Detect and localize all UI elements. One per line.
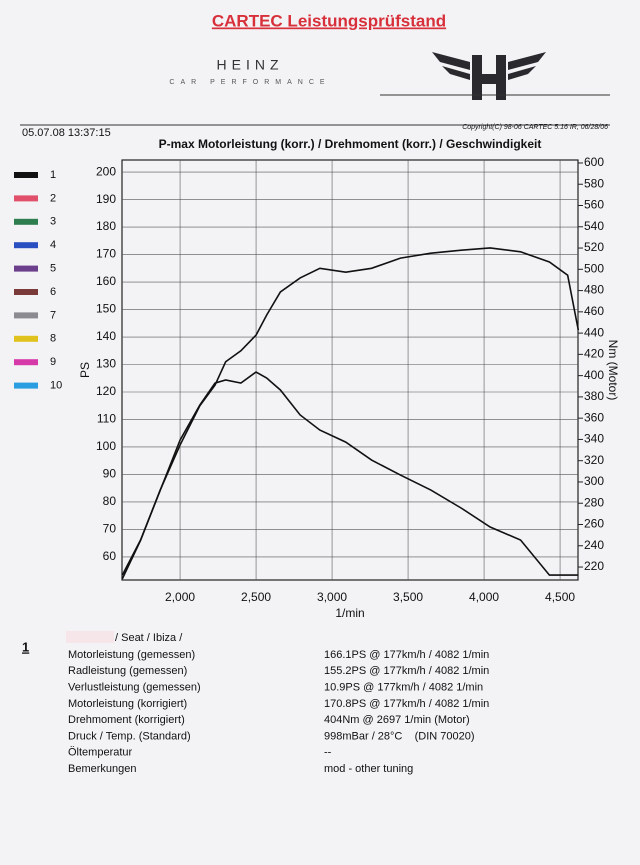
result-value: 10.9PS @ 177km/h / 4082 1/min <box>324 682 483 694</box>
y-tick-label: 100 <box>96 439 116 453</box>
y2-tick-label: 400 <box>584 368 604 382</box>
x-axis-label: 1/min <box>335 606 364 620</box>
y2-tick-label: 440 <box>584 325 604 339</box>
y-tick-label: 120 <box>96 384 116 398</box>
legend-swatch <box>14 382 38 389</box>
y2-tick-label: 240 <box>584 538 604 552</box>
result-label: Drehmoment (korrigiert) <box>68 714 185 726</box>
legend-swatch <box>14 195 38 202</box>
y2-axis-label: Nm (Motor) <box>606 340 620 401</box>
y2-tick-label: 280 <box>584 495 604 509</box>
y-tick-label: 110 <box>97 412 116 426</box>
legend-swatch <box>14 218 38 225</box>
y2-tick-label: 520 <box>584 240 604 254</box>
copyright: Copyright(C) 98-06 CARTEC 5.16 IR, 06/28… <box>462 124 608 131</box>
y2-tick-label: 340 <box>584 432 604 446</box>
legend-label: 1 <box>50 169 56 181</box>
y2-tick-label: 580 <box>584 176 604 190</box>
y-tick-label: 170 <box>96 247 116 261</box>
brand: HEINZ <box>217 57 284 73</box>
y2-tick-label: 560 <box>584 198 604 212</box>
y-tick-label: 80 <box>103 494 117 508</box>
x-tick-label: 3,000 <box>317 590 347 604</box>
result-label: Motorleistung (gemessen) <box>68 649 195 661</box>
legend-label: 8 <box>50 333 56 345</box>
y2-tick-label: 420 <box>584 347 604 361</box>
y-tick-label: 140 <box>96 329 116 343</box>
y-tick-label: 60 <box>103 549 117 563</box>
y-tick-label: 70 <box>103 522 117 536</box>
y-tick-label: 180 <box>96 219 116 233</box>
legend-label: 5 <box>50 263 56 275</box>
legend-label: 9 <box>50 356 56 368</box>
data-line <box>121 247 580 580</box>
legend-label: 3 <box>50 216 56 228</box>
x-tick-label: 2,000 <box>165 590 195 604</box>
y-tick-label: 200 <box>96 164 116 178</box>
y2-tick-label: 260 <box>584 517 604 531</box>
result-label: Verlustleistung (gemessen) <box>68 682 201 694</box>
legend-label: 7 <box>50 309 56 321</box>
y-tick-label: 90 <box>103 467 117 481</box>
legend-swatch <box>14 265 38 272</box>
brand-sub: CAR PERFORMANCE <box>169 79 330 86</box>
legend-label: 6 <box>50 286 56 298</box>
legend-label: 10 <box>50 380 62 392</box>
x-tick-label: 2,500 <box>241 590 271 604</box>
y2-tick-label: 460 <box>584 304 604 318</box>
y-tick-label: 150 <box>96 302 116 316</box>
x-tick-label: 4,500 <box>545 590 575 604</box>
vehicle: / Seat / Ibiza / <box>115 632 183 644</box>
result-label: Radleistung (gemessen) <box>68 665 187 677</box>
legend-label: 4 <box>50 239 56 251</box>
result-label: Motorleistung (korrigiert) <box>68 698 187 710</box>
redaction <box>66 631 114 643</box>
legend-swatch <box>14 335 38 342</box>
legend-swatch <box>14 289 38 295</box>
y2-tick-label: 500 <box>584 261 604 275</box>
plot-frame <box>121 159 579 581</box>
result-value: 998mBar / 28°C (DIN 70020) <box>324 730 475 742</box>
y2-tick-label: 320 <box>584 453 604 467</box>
result-label: Druck / Temp. (Standard) <box>68 730 191 742</box>
legend-label: 2 <box>50 192 56 204</box>
y2-tick-label: 480 <box>584 283 604 297</box>
legend-swatch <box>14 312 38 319</box>
run-number: 1 <box>22 639 29 654</box>
report-title: CARTEC Leistungsprüfstand <box>212 11 446 30</box>
chart-title: P-max Motorleistung (korr.) / Drehmoment… <box>159 137 542 151</box>
y2-tick-label: 600 <box>584 155 604 169</box>
y-tick-label: 130 <box>96 357 116 371</box>
legend-swatch <box>14 242 38 249</box>
result-label: Bemerkungen <box>68 763 137 775</box>
y-tick-label: 190 <box>96 192 116 206</box>
result-label: Öltemperatur <box>68 747 133 759</box>
y2-tick-label: 380 <box>584 389 604 403</box>
result-value: mod - other tuning <box>324 763 413 775</box>
legend-swatch <box>14 172 38 178</box>
y2-tick-label: 220 <box>584 559 604 573</box>
result-value: 166.1PS @ 177km/h / 4082 1/min <box>324 649 489 661</box>
result-value: 404Nm @ 2697 1/min (Motor) <box>324 714 470 726</box>
result-value: -- <box>324 747 332 759</box>
y-tick-label: 160 <box>96 274 116 288</box>
data-line <box>121 371 579 576</box>
y2-tick-label: 360 <box>584 410 604 424</box>
x-tick-label: 3,500 <box>393 590 423 604</box>
legend-swatch <box>14 359 38 366</box>
y-axis-label: PS <box>78 362 92 378</box>
y2-tick-label: 540 <box>584 219 604 233</box>
timestamp: 05.07.08 13:37:15 <box>22 127 111 139</box>
result-value: 170.8PS @ 177km/h / 4082 1/min <box>324 698 489 710</box>
brand-logo <box>432 52 546 100</box>
y2-tick-label: 300 <box>584 474 604 488</box>
result-value: 155.2PS @ 177km/h / 4082 1/min <box>324 665 489 677</box>
x-tick-label: 4,000 <box>469 590 499 604</box>
